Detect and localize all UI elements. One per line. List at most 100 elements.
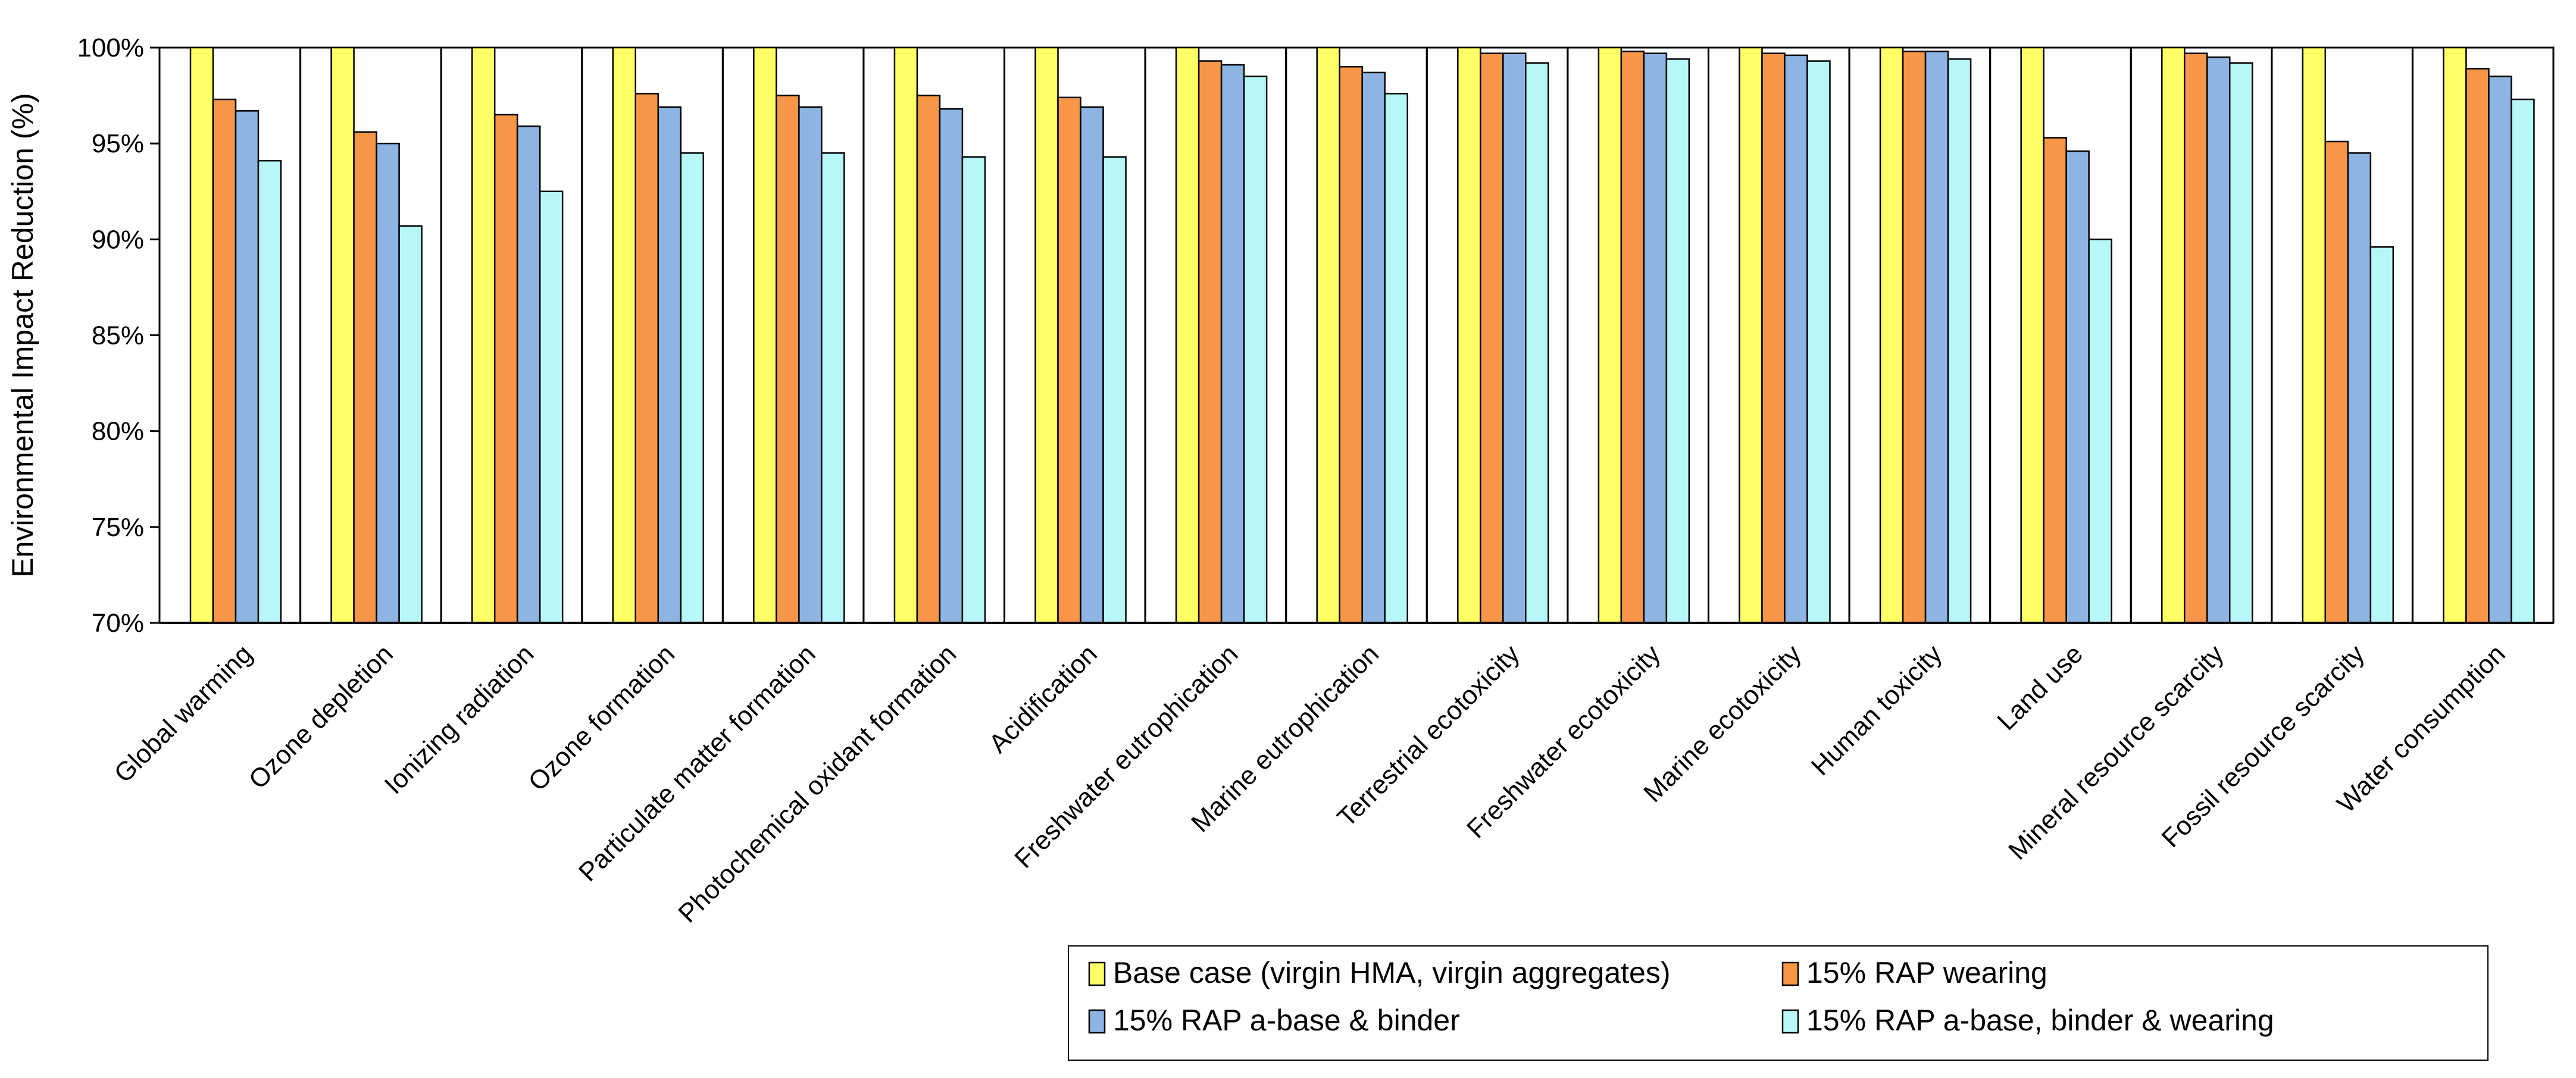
bar	[330, 46, 355, 624]
legend-label: 15% RAP wearing	[1806, 956, 2047, 989]
bar	[1924, 51, 1949, 624]
y-tick-label: 95%	[92, 129, 144, 158]
bar	[471, 46, 496, 624]
bar	[1620, 51, 1645, 624]
bar	[1175, 46, 1200, 624]
bar	[1502, 52, 1527, 624]
bar	[1643, 52, 1668, 624]
bar	[916, 95, 941, 624]
x-tick-label: Ozone formation	[523, 639, 680, 797]
y-tick-label: 70%	[92, 609, 144, 638]
x-tick-label: Global warming	[109, 639, 258, 788]
x-tick-label: Ozone depletion	[243, 639, 399, 794]
x-tick-label: Marine ecotoxicity	[1638, 639, 1807, 808]
bar	[1598, 46, 1622, 624]
bar	[612, 46, 637, 624]
bar	[2088, 239, 2112, 624]
bar	[1316, 46, 1340, 624]
legend-box	[1068, 945, 2489, 1061]
legend: Base case (virgin HMA, virgin aggregates…	[1068, 945, 2489, 1061]
bar	[1457, 46, 1481, 624]
bar	[1902, 51, 1927, 624]
bar	[821, 152, 845, 624]
bar	[634, 93, 659, 624]
y-axis-label: Environmental Impact Reduction (%)	[6, 93, 39, 577]
bar	[893, 46, 918, 624]
bar	[1784, 54, 1808, 624]
bar	[2183, 52, 2208, 624]
bar	[1525, 62, 1549, 624]
legend-label: 15% RAP a-base & binder	[1113, 1004, 1460, 1037]
bar	[398, 225, 423, 624]
bar	[539, 190, 564, 624]
bar	[1080, 106, 1104, 624]
bar	[376, 142, 400, 624]
bar	[1739, 46, 1763, 624]
x-tick-label: Particulate matter formation	[573, 639, 821, 887]
y-tick-label: 100%	[77, 33, 144, 62]
x-tick-label: Land use	[1992, 639, 2089, 736]
bar	[776, 95, 800, 624]
bar	[939, 108, 964, 624]
x-tick-label: Human toxicity	[1806, 639, 1948, 781]
bar	[2324, 140, 2349, 624]
x-tick-label: Acidification	[983, 639, 1103, 759]
bar	[753, 46, 777, 624]
bar	[1665, 58, 1690, 624]
y-tick-label: 85%	[92, 321, 144, 350]
bar	[961, 156, 986, 624]
bar	[2065, 150, 2090, 624]
x-tick-label: Ionizing radiation	[379, 639, 540, 800]
bar	[1761, 52, 1786, 624]
bar	[257, 159, 282, 624]
bar	[212, 98, 237, 624]
bar	[1339, 65, 1363, 624]
bar	[2511, 98, 2535, 624]
bar	[353, 131, 377, 624]
bar	[2465, 68, 2490, 624]
bar	[516, 125, 541, 624]
bar	[2443, 46, 2467, 624]
bar	[798, 106, 823, 624]
bar	[1361, 71, 1386, 624]
y-axis: 70% 75% 80% 85% 90% 95% 100%	[77, 33, 161, 638]
bar	[1384, 93, 1408, 624]
bar	[1947, 58, 1972, 624]
legend-swatch	[1088, 961, 1106, 986]
bar	[680, 152, 705, 624]
bar	[2488, 76, 2512, 624]
bar	[1102, 156, 1127, 624]
bar	[2369, 246, 2394, 624]
bar	[1879, 46, 1904, 624]
bar	[2043, 137, 2067, 624]
bar	[1480, 52, 1504, 624]
legend-swatch	[1781, 1009, 1799, 1034]
bar	[2206, 56, 2231, 624]
bar	[1057, 96, 1081, 624]
bar	[2302, 46, 2327, 624]
bar	[1243, 76, 1268, 624]
bar	[235, 110, 260, 624]
bar	[1806, 60, 1831, 624]
legend-swatch	[1088, 1009, 1106, 1034]
bar	[1198, 60, 1223, 624]
y-tick-label: 80%	[92, 417, 144, 446]
bar	[2347, 152, 2372, 624]
bar	[189, 46, 214, 624]
legend-swatch	[1781, 961, 1799, 986]
plot-area	[158, 46, 2555, 624]
bar	[1220, 64, 1245, 624]
bar	[2228, 62, 2253, 624]
legend-label: 15% RAP a-base, binder & wearing	[1806, 1004, 2274, 1037]
y-tick-label: 75%	[92, 513, 144, 542]
x-tick-label: Freshwater eutrophication	[1009, 639, 1243, 873]
bar	[2020, 46, 2044, 624]
bar	[657, 106, 682, 624]
bar	[493, 114, 518, 624]
x-tick-label: Photochemical oxidant formation	[673, 639, 962, 928]
legend-label: Base case (virgin HMA, virgin aggregates…	[1113, 956, 1671, 989]
bar	[1034, 46, 1059, 624]
y-tick-label: 90%	[92, 225, 144, 254]
